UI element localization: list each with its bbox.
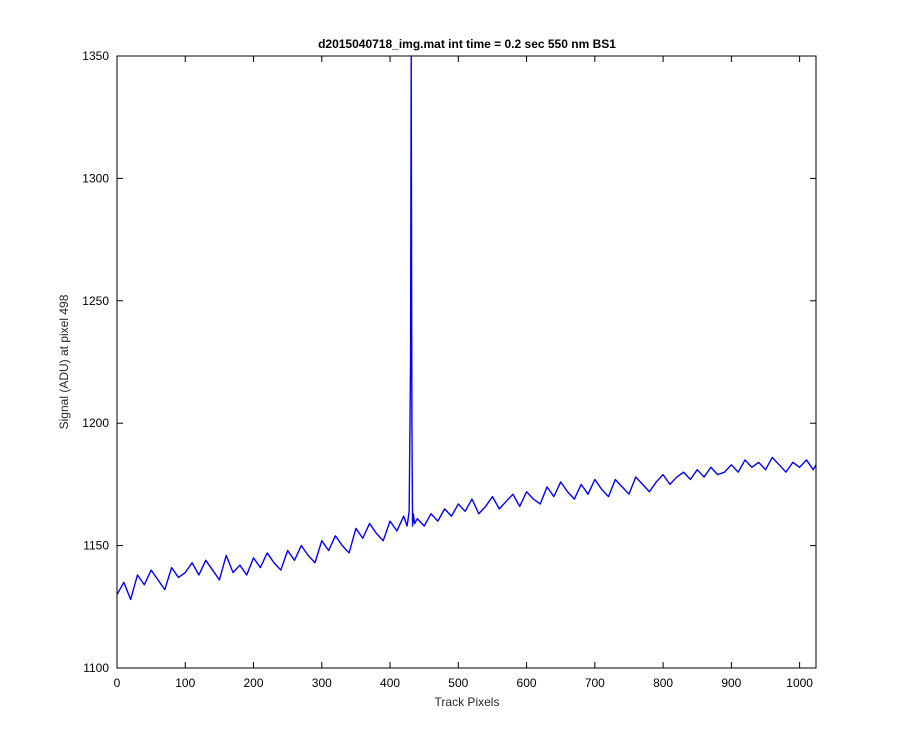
plot-area xyxy=(116,55,817,669)
y-tick-label: 1350 xyxy=(82,49,109,63)
x-tick-label: 100 xyxy=(175,676,195,690)
x-tick-label: 500 xyxy=(448,676,468,690)
plot-background xyxy=(117,56,816,668)
x-tick-label: 800 xyxy=(653,676,673,690)
y-axis: 1100 1150 1200 1250 1300 1350 xyxy=(82,49,816,675)
x-tick-label: 200 xyxy=(244,676,264,690)
y-tick-label: 1200 xyxy=(82,416,109,430)
y-axis-label: Signal (ADU) at pixel 498 xyxy=(57,294,71,429)
x-tick-label: 300 xyxy=(312,676,332,690)
series-line-0 xyxy=(116,55,817,601)
y-tick-label: 1250 xyxy=(82,294,109,308)
y-tick-label: 1150 xyxy=(83,539,109,553)
x-axis-label: Track Pixels xyxy=(435,695,500,709)
chart-title: d2015040718_img.mat int time = 0.2 sec 5… xyxy=(318,37,616,51)
series-layer xyxy=(116,55,817,601)
x-tick-label: 0 xyxy=(114,676,121,690)
x-tick-label: 700 xyxy=(585,676,605,690)
y-tick-label: 1300 xyxy=(82,171,109,185)
x-tick-label: 400 xyxy=(380,676,400,690)
x-tick-label: 1000 xyxy=(786,676,813,690)
y-tick-label: 1100 xyxy=(83,661,109,675)
x-axis: 0 100 200 300 400 500 600 700 800 900 1000 xyxy=(114,56,813,690)
x-tick-label: 900 xyxy=(721,676,741,690)
x-tick-label: 600 xyxy=(517,676,537,690)
plot-frame xyxy=(116,55,817,669)
